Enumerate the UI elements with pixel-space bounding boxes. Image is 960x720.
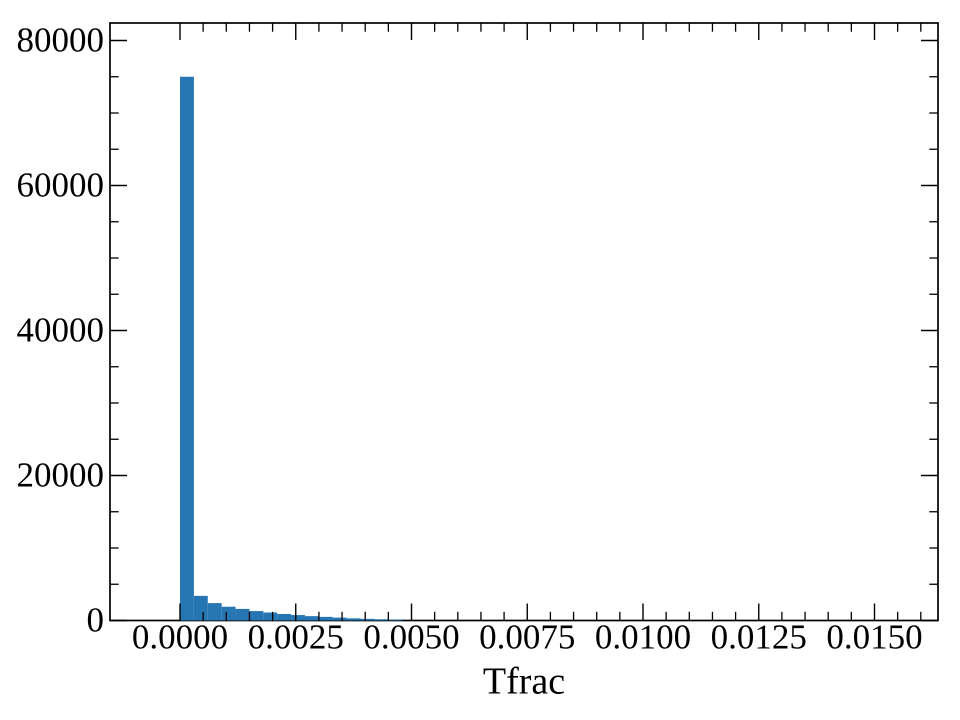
svg-text:0.0000: 0.0000 bbox=[132, 618, 228, 657]
svg-text:0: 0 bbox=[87, 601, 105, 640]
svg-text:40000: 40000 bbox=[17, 311, 105, 350]
svg-text:0.0150: 0.0150 bbox=[826, 618, 922, 657]
svg-text:0.0125: 0.0125 bbox=[711, 618, 807, 657]
svg-text:0.0050: 0.0050 bbox=[363, 618, 459, 657]
svg-text:20000: 20000 bbox=[17, 456, 105, 495]
svg-text:Tfrac: Tfrac bbox=[483, 661, 565, 703]
svg-text:60000: 60000 bbox=[17, 166, 105, 205]
svg-text:0.0025: 0.0025 bbox=[248, 618, 344, 657]
svg-text:0.0100: 0.0100 bbox=[595, 618, 691, 657]
svg-text:80000: 80000 bbox=[17, 21, 105, 60]
svg-text:0.0075: 0.0075 bbox=[479, 618, 575, 657]
